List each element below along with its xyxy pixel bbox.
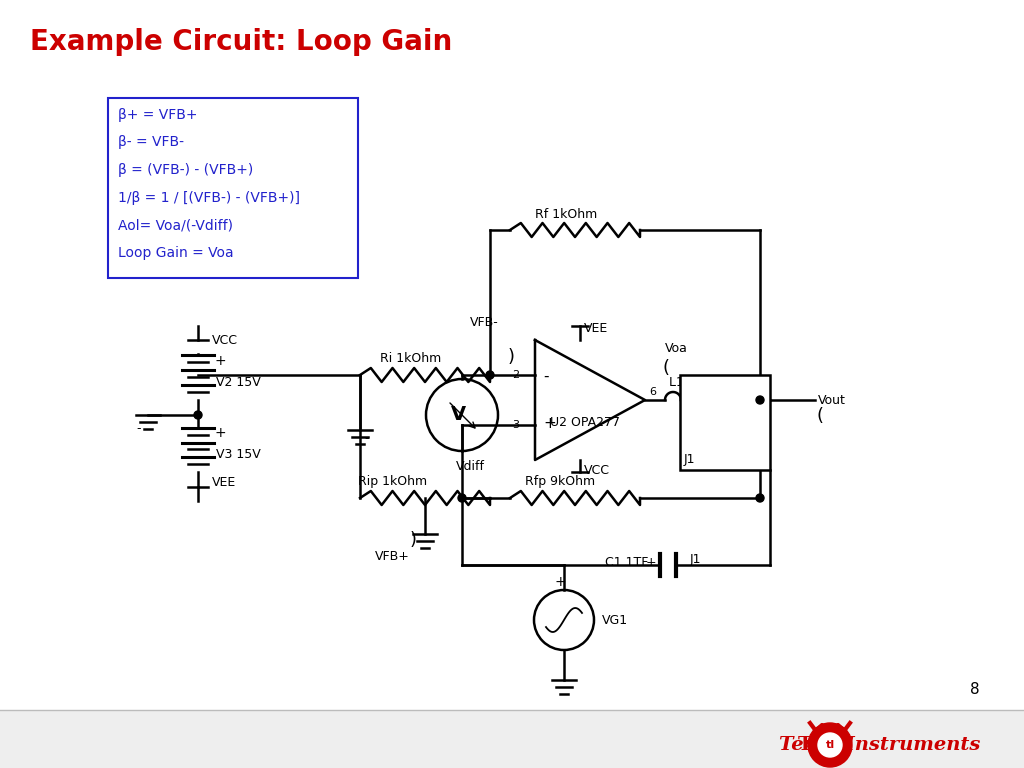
- Text: VCC: VCC: [212, 333, 238, 346]
- Text: C1 1TF: C1 1TF: [605, 557, 648, 570]
- Text: -: -: [136, 422, 140, 435]
- Text: β+ = VFB+: β+ = VFB+: [118, 108, 198, 121]
- Circle shape: [818, 733, 842, 757]
- Text: VEE: VEE: [212, 476, 237, 489]
- Text: V3 15V: V3 15V: [216, 449, 261, 462]
- Circle shape: [756, 396, 764, 404]
- Text: Ri 1kOhm: Ri 1kOhm: [380, 353, 441, 366]
- Text: V2 15V: V2 15V: [216, 376, 261, 389]
- Text: tI: tI: [825, 740, 835, 750]
- Circle shape: [486, 371, 494, 379]
- Text: L1 1TH: L1 1TH: [669, 376, 713, 389]
- Text: V: V: [451, 406, 466, 425]
- Text: J1: J1: [684, 453, 695, 466]
- Text: Voa: Voa: [665, 342, 688, 355]
- Text: +: +: [543, 416, 556, 432]
- Text: VG1: VG1: [602, 614, 628, 627]
- Circle shape: [458, 494, 466, 502]
- Bar: [108, 98, 358, 278]
- Circle shape: [194, 411, 202, 419]
- Text: ): ): [508, 348, 515, 366]
- Circle shape: [808, 723, 852, 767]
- Text: U2 OPA277: U2 OPA277: [550, 415, 620, 429]
- Text: VFB-: VFB-: [470, 316, 499, 329]
- Text: -: -: [364, 432, 369, 445]
- Text: -: -: [543, 369, 549, 383]
- Text: ): ): [410, 531, 417, 549]
- Text: Rf 1kOhm: Rf 1kOhm: [535, 207, 597, 220]
- Polygon shape: [812, 731, 848, 759]
- Text: (: (: [816, 407, 823, 425]
- Text: β- = VFB-: β- = VFB-: [118, 135, 184, 149]
- Text: β = (VFB-) - (VFB+): β = (VFB-) - (VFB+): [118, 163, 253, 177]
- Text: Texas Instruments: Texas Instruments: [778, 736, 980, 754]
- Text: +: +: [214, 354, 225, 368]
- Text: (: (: [663, 359, 670, 377]
- Text: T: T: [798, 736, 812, 754]
- Text: 2: 2: [512, 370, 519, 380]
- Text: Vdiff: Vdiff: [456, 461, 484, 474]
- Text: VEE: VEE: [584, 322, 608, 335]
- Circle shape: [756, 494, 764, 502]
- Text: Aol= Voa/(-Vdiff): Aol= Voa/(-Vdiff): [118, 218, 233, 233]
- Bar: [680, 375, 770, 470]
- Text: 1/β = 1 / [(VFB-) - (VFB+)]: 1/β = 1 / [(VFB-) - (VFB+)]: [118, 190, 300, 205]
- Text: Loop Gain = Voa: Loop Gain = Voa: [118, 246, 233, 260]
- Text: +: +: [214, 426, 225, 440]
- Text: J1: J1: [690, 554, 701, 567]
- Text: +: +: [554, 575, 566, 589]
- Text: +: +: [646, 557, 656, 570]
- Text: VFB+: VFB+: [375, 549, 410, 562]
- Text: Rfp 9kOhm: Rfp 9kOhm: [525, 475, 595, 488]
- Text: 8: 8: [971, 683, 980, 697]
- Text: 6: 6: [649, 387, 656, 397]
- Text: Example Circuit: Loop Gain: Example Circuit: Loop Gain: [30, 28, 453, 56]
- Text: Vout: Vout: [818, 393, 846, 406]
- Text: Rip 1kOhm: Rip 1kOhm: [358, 475, 427, 488]
- Text: 3: 3: [512, 420, 519, 430]
- Text: VCC: VCC: [584, 464, 610, 476]
- Bar: [0, 710, 1024, 768]
